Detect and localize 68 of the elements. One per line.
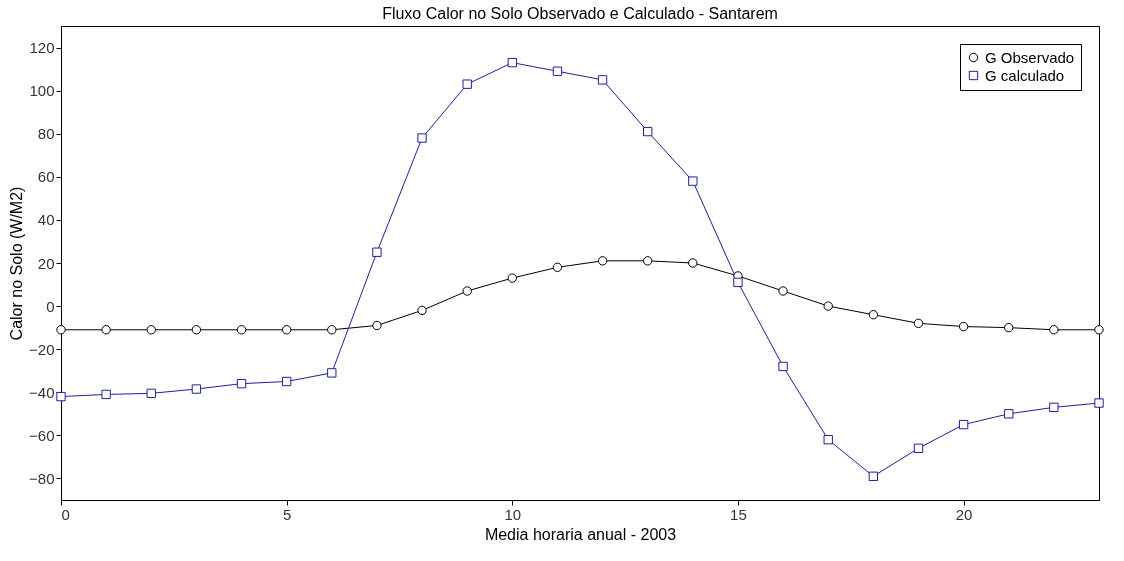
point (913, 318, 924, 328)
point (823, 434, 833, 445)
y-tick-label: 80 (37, 125, 55, 143)
point (507, 57, 517, 68)
legend-label: G calculado (985, 66, 1065, 84)
point (462, 79, 472, 89)
point (372, 247, 382, 257)
point (1094, 325, 1104, 335)
point (191, 384, 202, 394)
x-tick-label: 0 (61, 505, 70, 523)
point (778, 286, 788, 296)
point (236, 325, 247, 335)
y-tick-label: 120 (29, 39, 55, 57)
point (1094, 398, 1104, 408)
y-tick-label: 20 (37, 254, 55, 272)
y-tick-label: −40 (29, 383, 55, 401)
point (552, 262, 563, 272)
point (56, 391, 66, 402)
point (101, 325, 111, 335)
point (372, 320, 382, 331)
point (597, 75, 608, 85)
x-tick-label: 5 (282, 505, 292, 523)
y-tick-label: −60 (29, 426, 55, 444)
x-axis-title: Media horaria anual - 2003 (484, 525, 677, 543)
point (1049, 325, 1059, 335)
legend-label: G Observado (985, 48, 1075, 66)
point (552, 66, 563, 76)
point (823, 301, 833, 311)
point (327, 325, 337, 335)
point (101, 389, 111, 400)
y-tick-label: 40 (37, 211, 55, 229)
point (958, 419, 969, 430)
point (688, 176, 698, 186)
y-tick-label: 0 (46, 297, 55, 315)
point (688, 258, 698, 268)
point (868, 310, 879, 320)
point (507, 273, 517, 283)
point (146, 325, 156, 335)
point (56, 325, 66, 335)
point (236, 378, 247, 389)
point (778, 361, 788, 372)
point (913, 443, 924, 453)
point (327, 368, 337, 378)
point (417, 305, 427, 316)
y-tick-label: −80 (29, 469, 55, 487)
point (1004, 409, 1014, 419)
point (281, 325, 292, 335)
point (191, 325, 202, 335)
y-tick-label: 60 (37, 168, 55, 186)
y-tick-label: −20 (29, 340, 55, 358)
x-tick-label: 10 (504, 505, 522, 523)
point (1004, 322, 1014, 333)
point (643, 126, 653, 137)
y-axis-title: Calor no Solo (W/M2) (8, 186, 26, 341)
x-tick-label: 20 (955, 505, 973, 523)
x-tick-label: 15 (730, 505, 747, 523)
point (733, 277, 743, 288)
point (958, 321, 969, 332)
chart-title: Fluxo Calor no Solo Observado e Calculado - Santarem (382, 5, 778, 22)
point (462, 286, 472, 296)
point (1049, 402, 1059, 413)
point (643, 256, 653, 266)
point (597, 256, 608, 266)
point (146, 388, 156, 399)
point (868, 471, 879, 481)
point (417, 133, 427, 143)
point (281, 376, 292, 387)
y-tick-label: 100 (29, 82, 55, 100)
